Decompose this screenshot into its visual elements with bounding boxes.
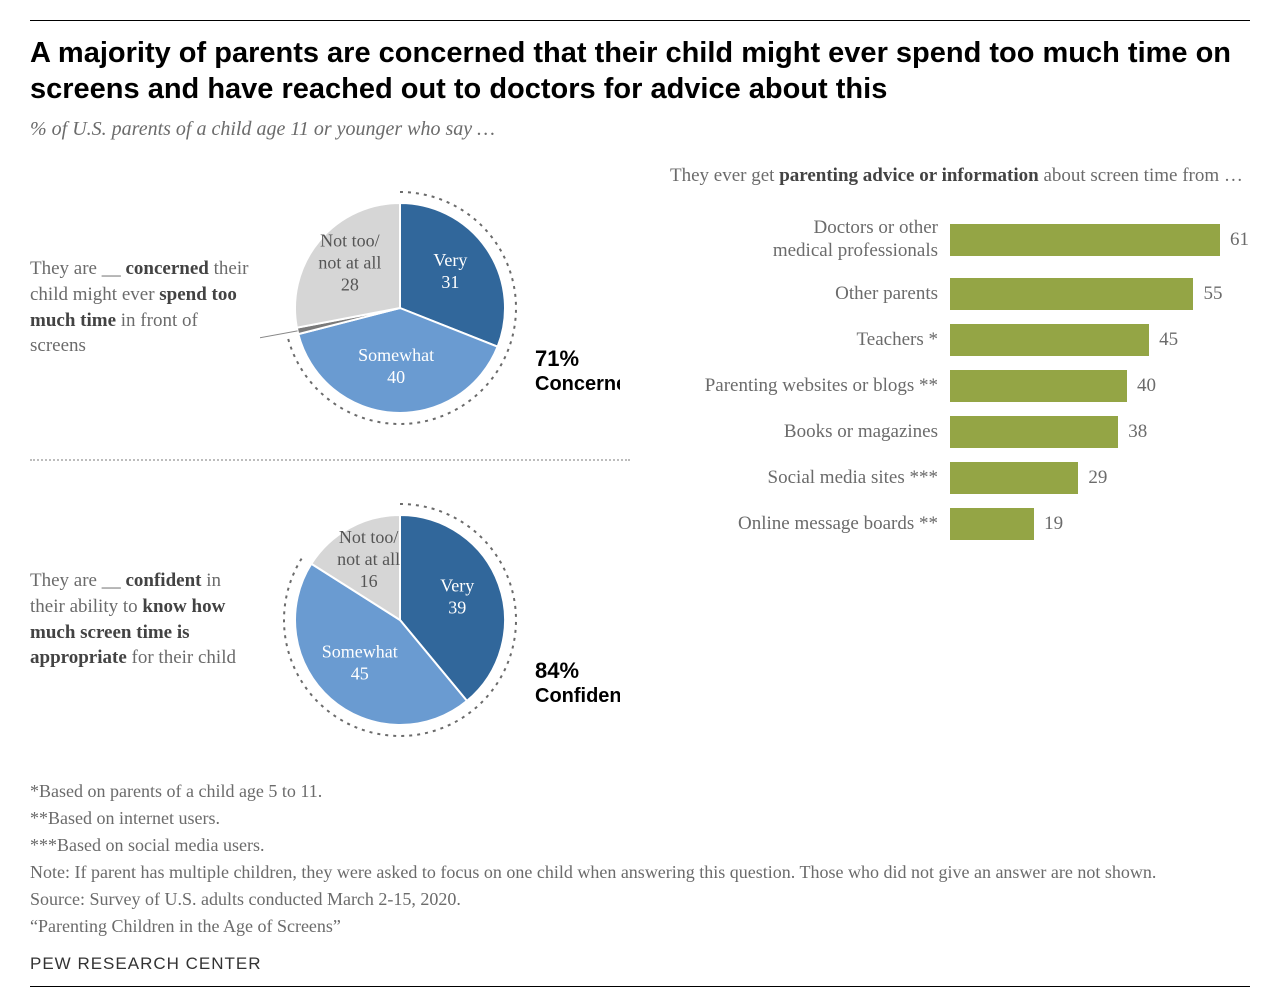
bar <box>950 508 1034 540</box>
svg-text:Somewhat: Somewhat <box>322 641 398 661</box>
svg-text:31: 31 <box>441 271 459 291</box>
pie2-caption-pre: They are __ <box>30 570 125 591</box>
bar-track: 38 <box>950 416 1250 448</box>
bar-row: Parenting websites or blogs ** 40 <box>670 370 1250 402</box>
bars-container: Doctors or othermedical professionals 61 O… <box>670 216 1250 540</box>
pie1-svg: Very31Somewhat40Not too/not at all28DK/R… <box>260 163 620 453</box>
chart-subtitle: % of U.S. parents of a child age 11 or y… <box>30 118 1250 141</box>
pie2-svg: Very39 Somewhat45 Not too/not at all16 84%C… <box>260 475 620 765</box>
bar-track: 55 <box>950 278 1250 310</box>
pie-divider <box>30 459 630 461</box>
footnote-line: Note: If parent has multiple children, t… <box>30 860 1250 885</box>
bar-label: Doctors or othermedical professionals <box>670 217 950 263</box>
bars-title-pre: They ever get <box>670 165 779 186</box>
svg-text:Very: Very <box>433 249 467 269</box>
chart-title: A majority of parents are concerned that… <box>30 35 1250 108</box>
svg-text:not at all: not at all <box>337 548 400 568</box>
bar <box>950 278 1193 310</box>
svg-text:Not too/: Not too/ <box>339 526 399 546</box>
bar-value: 61 <box>1230 229 1249 251</box>
pie1-caption: They are __ concerned their child might … <box>30 256 260 359</box>
bar-value: 29 <box>1088 467 1107 489</box>
bars-title-b: parenting advice or information <box>779 165 1039 186</box>
bar <box>950 324 1149 356</box>
right-column: They ever get parenting advice or inform… <box>670 163 1250 769</box>
bar <box>950 462 1078 494</box>
bar-value: 38 <box>1128 421 1147 443</box>
pie1-caption-pre: They are __ <box>30 258 125 279</box>
bar-label: Social media sites *** <box>670 467 950 490</box>
bars-title: They ever get parenting advice or inform… <box>670 163 1250 189</box>
bar-track: 45 <box>950 324 1250 356</box>
bar <box>950 224 1220 256</box>
pie2-caption-b1: confident <box>125 570 201 591</box>
left-column: They are __ concerned their child might … <box>30 163 630 769</box>
content-area: They are __ concerned their child might … <box>30 163 1250 769</box>
bar-label: Teachers * <box>670 329 950 352</box>
bar-track: 61 <box>950 224 1250 256</box>
footnote-line: **Based on internet users. <box>30 806 1250 831</box>
svg-text:Confident: Confident <box>535 684 620 706</box>
svg-text:Somewhat: Somewhat <box>358 344 434 364</box>
svg-text:16: 16 <box>360 570 378 590</box>
pie2-caption-post: for their child <box>127 647 236 668</box>
bar-value: 55 <box>1203 283 1222 305</box>
bar-track: 40 <box>950 370 1250 402</box>
footnote-line: “Parenting Children in the Age of Screen… <box>30 914 1250 939</box>
footnote-line: ***Based on social media users. <box>30 833 1250 858</box>
bar-track: 19 <box>950 508 1250 540</box>
svg-text:Not too/: Not too/ <box>320 230 380 250</box>
bar-label: Parenting websites or blogs ** <box>670 375 950 398</box>
bars-title-post: about screen time from … <box>1039 165 1243 186</box>
bar-row: Online message boards ** 19 <box>670 508 1250 540</box>
bar-value: 40 <box>1137 375 1156 397</box>
pie1-caption-b1: concerned <box>125 258 208 279</box>
pie-block-concerned: They are __ concerned their child might … <box>30 163 630 453</box>
footnote-line: Source: Survey of U.S. adults conducted … <box>30 887 1250 912</box>
bar-row: Teachers * 45 <box>670 324 1250 356</box>
bar-value: 45 <box>1159 329 1178 351</box>
svg-text:71%: 71% <box>535 345 579 370</box>
bar-label: Online message boards ** <box>670 513 950 536</box>
pie-block-confident: They are __ confident in their ability t… <box>30 475 630 765</box>
bar-label: Other parents <box>670 283 950 306</box>
svg-text:40: 40 <box>387 366 405 386</box>
bar-value: 19 <box>1044 513 1063 535</box>
svg-text:45: 45 <box>351 663 369 683</box>
bar-row: Social media sites *** 29 <box>670 462 1250 494</box>
top-rule <box>30 20 1250 21</box>
bar-label: Books or magazines <box>670 421 950 444</box>
bar-row: Books or magazines 38 <box>670 416 1250 448</box>
bar-track: 29 <box>950 462 1250 494</box>
svg-text:not at all: not at all <box>318 252 381 272</box>
bottom-rule <box>30 986 1250 987</box>
footnote-line: *Based on parents of a child age 5 to 11… <box>30 779 1250 804</box>
org-label: PEW RESEARCH CENTER <box>30 954 1250 974</box>
svg-text:28: 28 <box>341 274 359 294</box>
svg-text:84%: 84% <box>535 657 579 682</box>
footnotes: *Based on parents of a child age 5 to 11… <box>30 779 1250 940</box>
bar-row: Doctors or othermedical professionals 61 <box>670 216 1250 264</box>
svg-text:39: 39 <box>448 597 466 617</box>
bar-row: Other parents 55 <box>670 278 1250 310</box>
svg-text:Very: Very <box>440 575 474 595</box>
bar <box>950 416 1118 448</box>
bar <box>950 370 1127 402</box>
pie2-caption: They are __ confident in their ability t… <box>30 568 260 671</box>
svg-text:Concerned: Concerned <box>535 372 620 394</box>
